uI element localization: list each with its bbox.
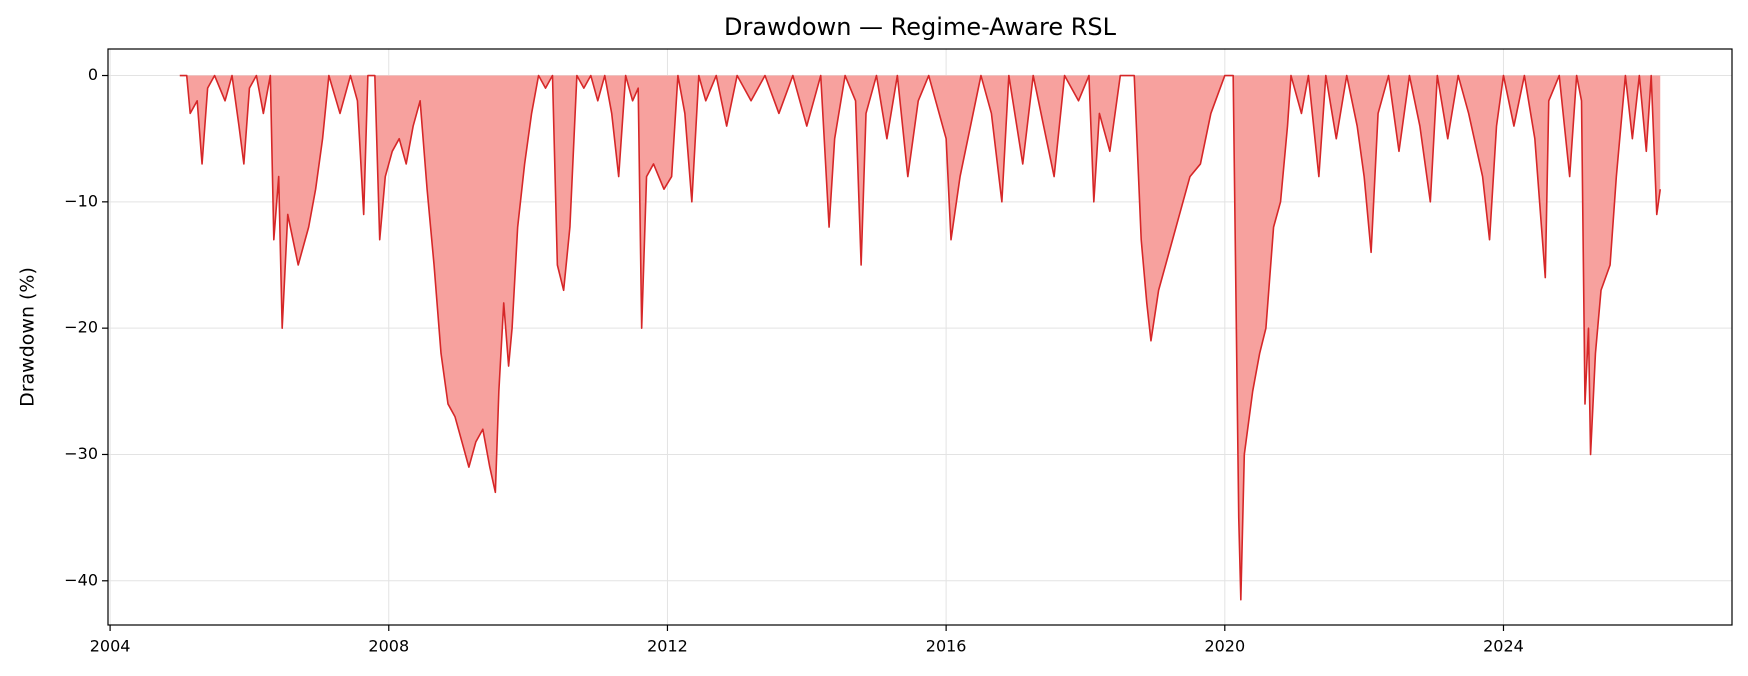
y-tick-label: −40 bbox=[64, 570, 98, 589]
y-tick-label: −10 bbox=[64, 191, 98, 210]
y-tick-label: 0 bbox=[88, 65, 98, 84]
plot-frame bbox=[107, 48, 1733, 626]
y-tick-label: −20 bbox=[64, 318, 98, 337]
x-tick-label: 2004 bbox=[90, 637, 131, 656]
y-tick-label: −30 bbox=[64, 444, 98, 463]
y-axis-label: Drawdown (%) bbox=[17, 267, 39, 407]
x-tick-label: 2024 bbox=[1483, 637, 1524, 656]
x-tick-label: 2016 bbox=[926, 637, 967, 656]
x-tick-label: 2008 bbox=[368, 637, 409, 656]
line bbox=[179, 74, 1662, 601]
chart-title: Drawdown — Regime-Aware RSL bbox=[724, 13, 1117, 41]
x-tick-label: 2012 bbox=[647, 637, 688, 656]
x-tick-label: 2020 bbox=[1204, 637, 1245, 656]
area bbox=[179, 75, 1661, 600]
